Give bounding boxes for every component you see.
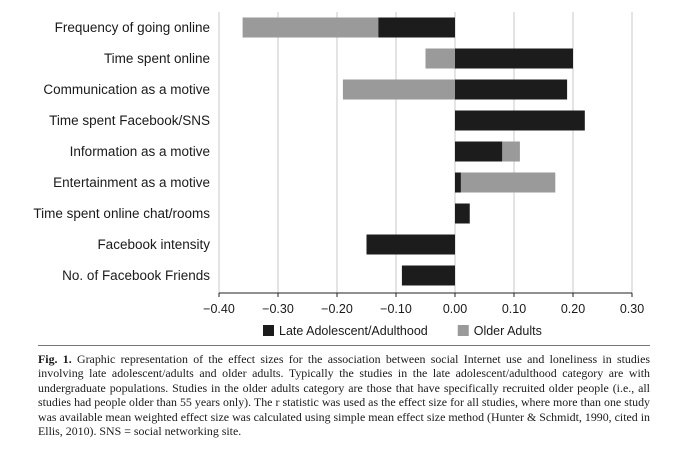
category-label: Information as a motive xyxy=(70,144,210,159)
bar-late-adolescent xyxy=(455,110,585,131)
figure-caption-text: Graphic representation of the effect siz… xyxy=(38,352,650,439)
bar-older-adults xyxy=(425,48,455,69)
category-label: Frequency of going online xyxy=(55,20,210,35)
category-label: No. of Facebook Friends xyxy=(62,268,210,283)
x-tick-label: −0.30 xyxy=(262,302,294,316)
bar-late-adolescent xyxy=(455,172,461,193)
category-label: Time spent online chat/rooms xyxy=(33,206,210,221)
x-tick-label: 0.10 xyxy=(502,302,526,316)
bar-late-adolescent xyxy=(455,203,470,224)
category-label: Entertainment as a motive xyxy=(53,175,210,190)
legend-label-1: Older Adults xyxy=(474,324,542,338)
bar-older-adults xyxy=(242,17,379,38)
x-tick-label: 0.30 xyxy=(620,302,644,316)
bar-late-adolescent xyxy=(366,234,455,255)
legend-swatch-1 xyxy=(457,325,469,336)
figure-caption: Fig. 1. Graphic representation of the ef… xyxy=(38,352,650,438)
category-label: Time spent online xyxy=(104,51,210,66)
x-tick-label: −0.40 xyxy=(203,302,235,316)
x-tick-label: 0.00 xyxy=(443,302,467,316)
effect-size-chart: Frequency of going online Time spent onli… xyxy=(33,12,644,338)
category-label: Communication as a motive xyxy=(43,82,210,97)
bar-late-adolescent xyxy=(455,141,503,162)
bar-late-adolescent xyxy=(455,48,573,69)
bar-older-adults xyxy=(342,79,455,100)
caption-divider xyxy=(38,345,650,346)
bar-older-adults xyxy=(502,141,520,162)
bar-late-adolescent xyxy=(455,79,568,100)
category-label: Time spent Facebook/SNS xyxy=(49,113,210,128)
bar-late-adolescent xyxy=(401,265,455,286)
legend-swatch-0 xyxy=(263,325,274,336)
category-label: Facebook intensity xyxy=(97,237,210,252)
x-tick-label: −0.10 xyxy=(380,302,412,316)
legend-label-0: Late Adolescent/Adulthood xyxy=(279,324,428,338)
figure-caption-label: Fig. 1. xyxy=(38,352,72,366)
x-tick-label: −0.20 xyxy=(321,302,353,316)
bar-late-adolescent xyxy=(378,17,455,38)
bar-older-adults xyxy=(460,172,556,193)
x-tick-label: 0.20 xyxy=(561,302,585,316)
